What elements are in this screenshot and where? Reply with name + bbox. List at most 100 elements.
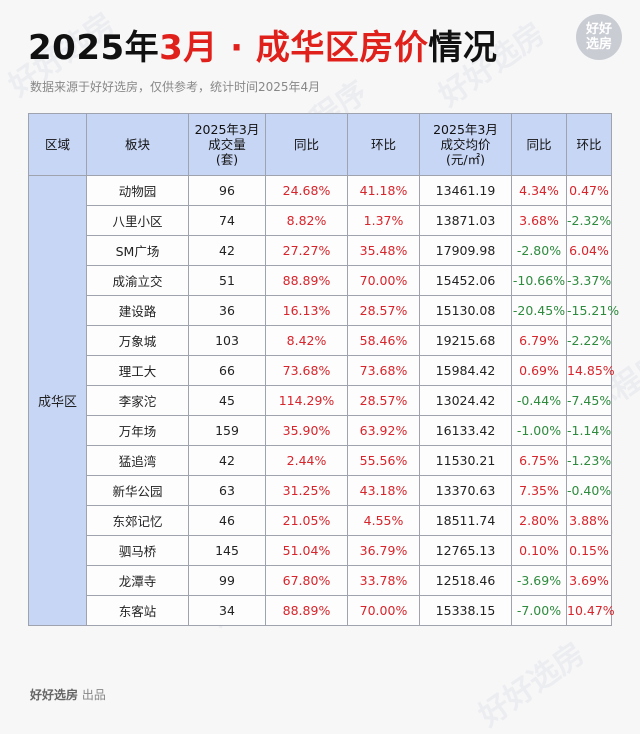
price-yoy-cell: 0.69%: [511, 355, 567, 386]
volume-mom-cell: 73.68%: [347, 355, 420, 386]
price-cell: 15338.15: [419, 595, 512, 626]
header-price-line3: (元/㎡): [446, 152, 485, 167]
price-yoy-cell: -3.69%: [511, 565, 567, 596]
block-cell: 八里小区: [86, 205, 189, 236]
volume-yoy-cell: 27.27%: [265, 235, 348, 266]
volume-mom-cell: 4.55%: [347, 505, 420, 536]
price-mom-cell: -1.23%: [566, 445, 612, 476]
volume-cell: 45: [188, 385, 266, 416]
header-price-line1: 2025年3月: [433, 122, 498, 137]
block-cell: 东客站: [86, 595, 189, 626]
volume-yoy-cell: 51.04%: [265, 535, 348, 566]
brand-logo: 好好 选房: [576, 14, 622, 60]
title-suffix: 情况: [428, 28, 498, 68]
block-cell: 万年场: [86, 415, 189, 446]
price-cell: 15984.42: [419, 355, 512, 386]
table-row: 成渝立交 51 88.89% 70.00% 15452.06 -10.66% -3.37%: [29, 265, 612, 296]
price-yoy-cell: -10.66%: [511, 265, 567, 296]
table-row: 八里小区 74 8.82% 1.37% 13871.03 3.68% -2.32%: [29, 205, 612, 236]
block-cell: 成渝立交: [86, 265, 189, 296]
table-row: 李家沱 45 114.29% 28.57% 13024.42 -0.44% -7.45%: [29, 385, 612, 416]
header-region: 区域: [28, 113, 87, 176]
footer-suffix: 出品: [78, 688, 106, 702]
header-price-mom: 环比: [566, 113, 612, 176]
page-subtitle: 数据来源于好好选房，仅供参考，统计时间2025年4月: [30, 80, 321, 94]
price-yoy-cell: -2.80%: [511, 235, 567, 266]
watermark: 好好选房: [472, 636, 592, 734]
title-highlight: 3月 · 成华区房价: [159, 28, 429, 68]
price-cell: 12765.13: [419, 535, 512, 566]
header-volume-line3: (套): [215, 152, 239, 167]
block-cell: 驷马桥: [86, 535, 189, 566]
price-mom-cell: -1.14%: [566, 415, 612, 446]
price-cell: 18511.74: [419, 505, 512, 536]
header-price-line2: 成交均价: [440, 137, 491, 152]
header-volume: 2025年3月 成交量 (套): [188, 113, 266, 176]
volume-cell: 74: [188, 205, 266, 236]
volume-mom-cell: 28.57%: [347, 295, 420, 326]
table-row: 龙潭寺 99 67.80% 33.78% 12518.46 -3.69% 3.69%: [29, 565, 612, 596]
volume-yoy-cell: 24.68%: [265, 175, 348, 206]
price-yoy-cell: 2.80%: [511, 505, 567, 536]
volume-cell: 159: [188, 415, 266, 446]
price-cell: 16133.42: [419, 415, 512, 446]
header-volume-yoy: 同比: [265, 113, 348, 176]
title-prefix: 2025年: [28, 28, 160, 68]
table-row: 新华公园 63 31.25% 43.18% 13370.63 7.35% -0.40%: [29, 475, 612, 506]
header-volume-line1: 2025年3月: [194, 122, 260, 137]
price-mom-cell: -2.22%: [566, 325, 612, 356]
volume-cell: 66: [188, 355, 266, 386]
volume-mom-cell: 43.18%: [347, 475, 420, 506]
price-cell: 17909.98: [419, 235, 512, 266]
volume-cell: 99: [188, 565, 266, 596]
header-price-yoy: 同比: [511, 113, 567, 176]
volume-mom-cell: 33.78%: [347, 565, 420, 596]
volume-cell: 42: [188, 445, 266, 476]
price-yoy-cell: 6.75%: [511, 445, 567, 476]
price-mom-cell: -7.45%: [566, 385, 612, 416]
table-row: 东郊记忆 46 21.05% 4.55% 18511.74 2.80% 3.88%: [29, 505, 612, 536]
price-mom-cell: -2.32%: [566, 205, 612, 236]
price-yoy-cell: 7.35%: [511, 475, 567, 506]
table-row: 建设路 36 16.13% 28.57% 15130.08 -20.45% -15.21%: [29, 295, 619, 326]
block-cell: 龙潭寺: [86, 565, 189, 596]
table-row: 成华区 动物园 96 24.68% 41.18% 13461.19 4.34% 0.47%: [28, 175, 612, 626]
volume-cell: 46: [188, 505, 266, 536]
table-row: 驷马桥 145 51.04% 36.79% 12765.13 0.10% 0.15%: [29, 535, 612, 566]
price-mom-cell: 0.47%: [566, 175, 612, 206]
table-row: 理工大 66 73.68% 73.68% 15984.42 0.69% 14.85%: [29, 355, 615, 386]
block-cell: 理工大: [86, 355, 189, 386]
price-cell: 11530.21: [419, 445, 512, 476]
price-yoy-cell: -7.00%: [511, 595, 567, 626]
page-title: 2025年3月 · 成华区房价情况: [28, 20, 497, 69]
volume-yoy-cell: 16.13%: [265, 295, 348, 326]
block-cell: 新华公园: [86, 475, 189, 506]
price-yoy-cell: -20.45%: [511, 295, 567, 326]
volume-yoy-cell: 8.82%: [265, 205, 348, 236]
block-cell: 猛追湾: [86, 445, 189, 476]
price-mom-cell: 10.47%: [566, 595, 615, 626]
table-row: SM广场 42 27.27% 35.48% 17909.98 -2.80% 6.04%: [29, 235, 612, 266]
price-mom-cell: -15.21%: [566, 295, 619, 326]
header-block: 板块: [86, 113, 189, 176]
block-cell: SM广场: [86, 235, 189, 266]
price-mom-cell: 0.15%: [566, 535, 612, 566]
footer-credit: 好好选房 出品: [30, 686, 106, 703]
price-yoy-cell: 3.68%: [511, 205, 567, 236]
volume-yoy-cell: 88.89%: [265, 595, 348, 626]
volume-cell: 145: [188, 535, 266, 566]
price-mom-cell: 6.04%: [566, 235, 612, 266]
price-yoy-cell: -0.44%: [511, 385, 567, 416]
volume-mom-cell: 36.79%: [347, 535, 420, 566]
region-cell: 成华区: [28, 175, 87, 626]
price-cell: 13871.03: [419, 205, 512, 236]
block-cell: 万象城: [86, 325, 189, 356]
price-mom-cell: 14.85%: [566, 355, 615, 386]
volume-cell: 103: [188, 325, 266, 356]
header-volume-line2: 成交量: [208, 137, 246, 152]
volume-yoy-cell: 73.68%: [265, 355, 348, 386]
table-body: 成华区 动物园 96 24.68% 41.18% 13461.19 4.34% 0.47% 八里…: [28, 175, 619, 626]
volume-mom-cell: 35.48%: [347, 235, 420, 266]
table-header-row: 区域 板块 2025年3月 成交量 (套) 同比 环比 2025年3月 成交均价…: [28, 113, 612, 176]
volume-mom-cell: 70.00%: [347, 265, 420, 296]
